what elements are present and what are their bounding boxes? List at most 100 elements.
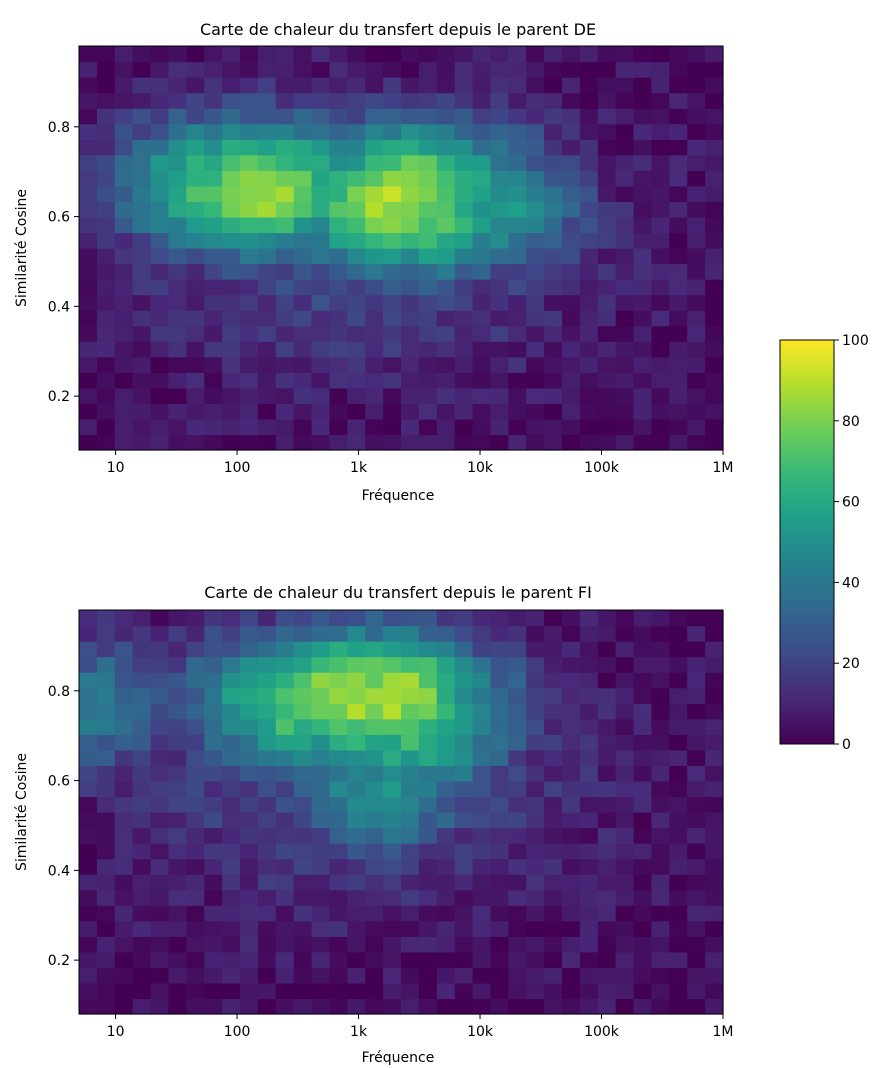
- heatmap-cell: [114, 310, 134, 327]
- heatmap-cell: [150, 108, 170, 125]
- heatmap-cell: [257, 185, 277, 202]
- heatmap-cell: [79, 749, 98, 766]
- heatmap-cell: [669, 77, 688, 94]
- heatmap-cell: [79, 672, 98, 689]
- heatmap-cell: [633, 341, 653, 358]
- heatmap-cell: [454, 672, 474, 689]
- heatmap-cell: [383, 858, 402, 875]
- heatmap-cell: [186, 672, 205, 689]
- heatmap-cell: [418, 263, 438, 280]
- heatmap-cell: [418, 372, 438, 389]
- heatmap-cell: [311, 610, 331, 627]
- heatmap-cell: [562, 372, 581, 389]
- heatmap-cell: [293, 749, 313, 766]
- heatmap-cell: [150, 905, 170, 922]
- heatmap-cell: [132, 967, 152, 984]
- heatmap-cell: [257, 672, 277, 689]
- heatmap-cell: [597, 625, 617, 642]
- heatmap-cell: [454, 46, 474, 63]
- heatmap-cell: [275, 46, 295, 63]
- heatmap-cell: [508, 216, 527, 234]
- heatmap-cell: [365, 170, 384, 187]
- heatmap-cell: [454, 310, 474, 327]
- heatmap-cell: [669, 765, 688, 782]
- heatmap-cell: [383, 92, 402, 109]
- heatmap-cell: [347, 123, 366, 140]
- heatmap-cell: [705, 998, 724, 1015]
- heatmap-cell: [132, 341, 152, 358]
- heatmap-cell: [526, 734, 545, 751]
- heatmap-cell: [240, 123, 259, 140]
- heatmap-cell: [687, 263, 706, 280]
- heatmap-cell: [347, 780, 366, 798]
- heatmap-cell: [651, 232, 670, 249]
- heatmap-cell: [383, 765, 402, 782]
- heatmap-cell: [257, 341, 277, 358]
- heatmap-cell: [204, 92, 223, 109]
- heatmap-cell: [562, 356, 581, 373]
- heatmap-cell: [454, 232, 474, 249]
- heatmap-cell: [383, 920, 402, 937]
- heatmap-cell: [705, 185, 724, 202]
- heatmap-cell: [186, 858, 205, 875]
- heatmap-cell: [490, 951, 509, 968]
- heatmap-cell: [508, 263, 527, 280]
- heatmap-cell: [687, 703, 706, 720]
- heatmap-cell: [544, 858, 563, 875]
- heatmap-cell: [150, 749, 170, 766]
- heatmap-cell: [687, 687, 706, 704]
- heatmap-cell: [544, 341, 563, 358]
- heatmap-cell: [472, 656, 492, 673]
- heatmap-cell: [633, 936, 653, 953]
- heatmap-cell: [705, 718, 724, 735]
- heatmap-cell: [114, 625, 134, 642]
- heatmap-cell: [669, 936, 688, 953]
- heatmap-cell: [669, 641, 688, 658]
- heatmap-cell: [186, 279, 205, 296]
- heatmap-cell: [633, 625, 653, 642]
- heatmap-cell: [562, 418, 581, 436]
- heatmap-cell: [383, 418, 402, 436]
- heatmap-cell: [311, 749, 331, 766]
- heatmap-cell: [132, 123, 152, 140]
- heatmap-cell: [526, 216, 545, 234]
- heatmap-cell: [454, 325, 474, 342]
- heatmap-cell: [651, 812, 670, 829]
- heatmap-cell: [401, 889, 420, 906]
- heatmap-cell: [562, 703, 581, 720]
- heatmap-cell: [705, 765, 724, 782]
- heatmap-cell: [150, 967, 170, 984]
- heatmap-cell: [436, 796, 456, 813]
- heatmap-cell: [436, 123, 456, 140]
- heatmap-cell: [114, 279, 134, 296]
- heatmap-cell: [240, 61, 259, 78]
- heatmap-cell: [311, 77, 331, 94]
- heatmap-cell: [454, 905, 474, 922]
- heatmap-cell: [454, 827, 474, 844]
- heatmap-cell: [705, 625, 724, 642]
- heatmap-cell: [222, 703, 241, 720]
- heatmap-cell: [240, 232, 259, 249]
- heatmap-cell: [597, 434, 617, 451]
- heatmap-cell: [293, 232, 313, 249]
- heatmap-cell: [275, 718, 295, 735]
- heatmap-cell: [597, 294, 617, 311]
- heatmap-cell: [132, 170, 152, 187]
- heatmap-cell: [526, 749, 545, 766]
- heatmap-cell: [222, 434, 241, 451]
- heatmap-cell: [168, 796, 187, 813]
- heatmap-cell: [168, 77, 187, 94]
- heatmap-cell: [365, 154, 384, 171]
- heatmap-cell: [275, 858, 295, 875]
- heatmap-cell: [562, 889, 581, 906]
- heatmap-cell: [132, 248, 152, 265]
- heatmap-cell: [96, 387, 116, 404]
- heatmap-cell: [687, 796, 706, 813]
- heatmap-cell: [436, 687, 456, 704]
- heatmap-cell: [347, 687, 366, 704]
- heatmap-cell: [418, 874, 438, 891]
- heatmap-cell: [186, 185, 205, 202]
- heatmap-cell: [705, 77, 724, 94]
- heatmap-cell: [651, 982, 670, 1000]
- heatmap-cell: [222, 216, 241, 234]
